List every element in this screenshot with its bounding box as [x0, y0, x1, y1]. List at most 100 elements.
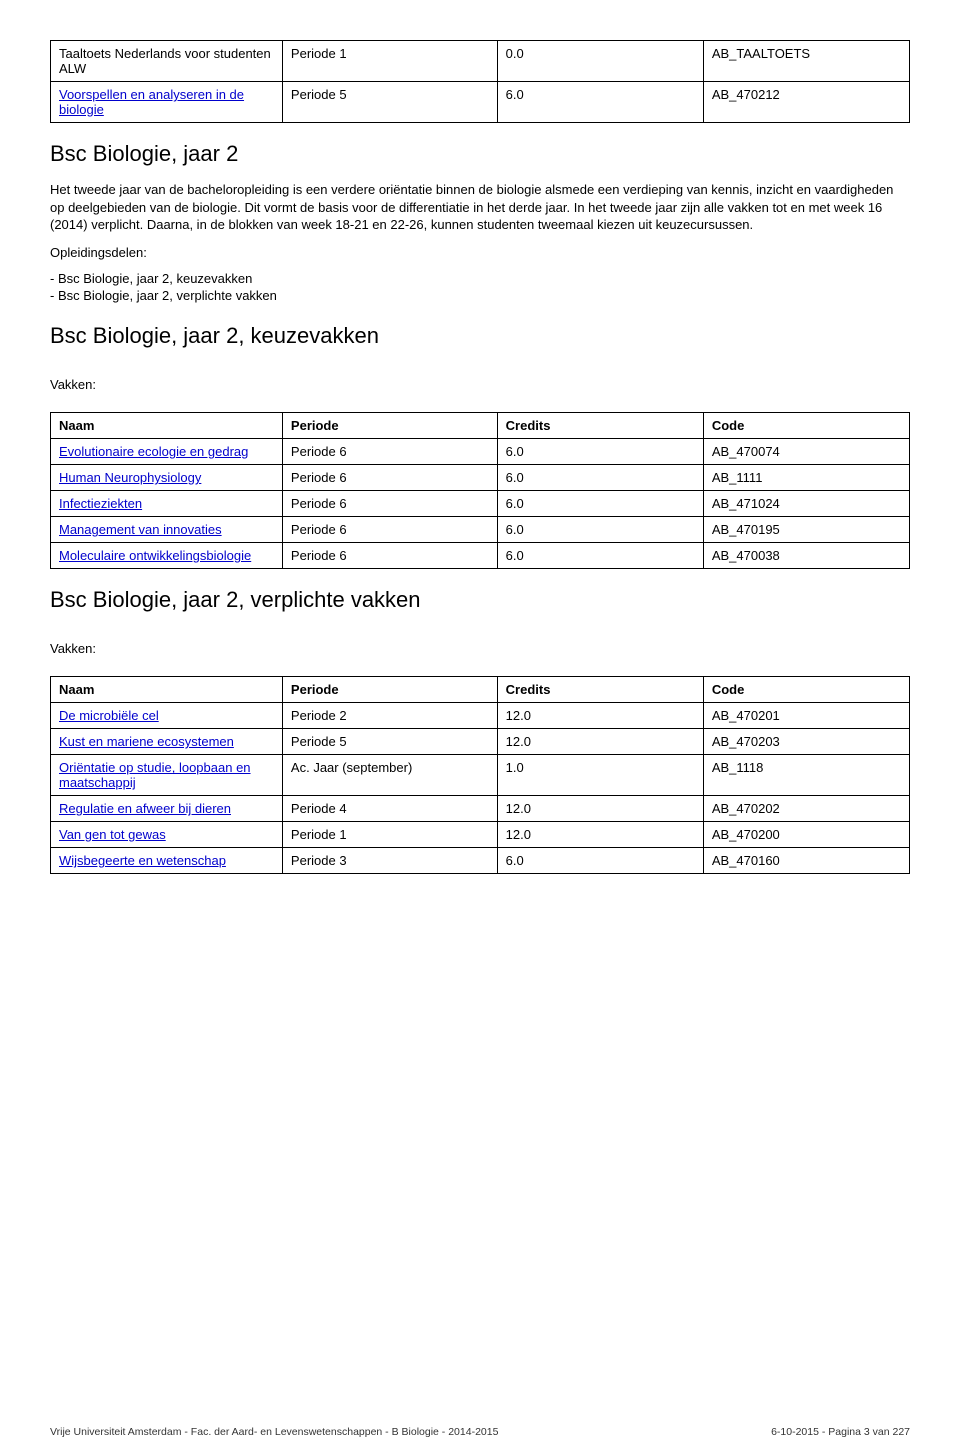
- course-link[interactable]: Management van innovaties: [59, 522, 222, 537]
- table-row: Van gen tot gewas Periode 112.0AB_470200: [51, 822, 910, 848]
- keuzevakken-table: Naam Periode Credits Code Evolutionaire …: [50, 412, 910, 569]
- table-row: De microbiële cel Periode 212.0AB_470201: [51, 703, 910, 729]
- cell-name: Human Neurophysiology: [51, 465, 283, 491]
- opleidingsdelen-label: Opleidingsdelen:: [50, 244, 910, 262]
- cell-name: Taaltoets Nederlands voor studenten ALW: [51, 41, 283, 82]
- course-link[interactable]: Voorspellen en analyseren in de biologie: [59, 87, 244, 117]
- top-table: Taaltoets Nederlands voor studenten ALWP…: [50, 40, 910, 123]
- cell-periode: Periode 6: [282, 491, 497, 517]
- cell-name: Kust en mariene ecosystemen: [51, 729, 283, 755]
- cell-credits: 1.0: [497, 755, 703, 796]
- table-row: Human Neurophysiology Periode 66.0AB_1111: [51, 465, 910, 491]
- cell-periode: Periode 6: [282, 543, 497, 569]
- list-item: Bsc Biologie, jaar 2, verplichte vakken: [50, 288, 910, 303]
- cell-code: AB_1118: [703, 755, 909, 796]
- cell-credits: 6.0: [497, 491, 703, 517]
- course-link[interactable]: Moleculaire ontwikkelingsbiologie: [59, 548, 251, 563]
- table-row: Management van innovaties Periode 66.0AB_…: [51, 517, 910, 543]
- cell-code: AB_1111: [703, 465, 909, 491]
- cell-code: AB_470201: [703, 703, 909, 729]
- cell-name: Oriëntatie op studie, loopbaan en maatsc…: [51, 755, 283, 796]
- opleidingsdelen-list: Bsc Biologie, jaar 2, keuzevakken Bsc Bio…: [50, 271, 910, 303]
- cell-name: Regulatie en afweer bij dieren: [51, 796, 283, 822]
- cell-credits: 12.0: [497, 796, 703, 822]
- cell-credits: 6.0: [497, 82, 703, 123]
- cell-code: AB_470195: [703, 517, 909, 543]
- intro-paragraph: Het tweede jaar van de bacheloropleiding…: [50, 181, 910, 234]
- cell-code: AB_471024: [703, 491, 909, 517]
- list-item: Bsc Biologie, jaar 2, keuzevakken: [50, 271, 910, 286]
- cell-code: AB_470203: [703, 729, 909, 755]
- course-link[interactable]: Evolutionaire ecologie en gedrag: [59, 444, 248, 459]
- cell-periode: Periode 6: [282, 517, 497, 543]
- table-row: Wijsbegeerte en wetenschap Periode 36.0AB…: [51, 848, 910, 874]
- table-row: Infectieziekten Periode 66.0AB_471024: [51, 491, 910, 517]
- course-link[interactable]: De microbiële cel: [59, 708, 159, 723]
- cell-credits: 6.0: [497, 465, 703, 491]
- cell-periode: Periode 6: [282, 465, 497, 491]
- cell-periode: Periode 6: [282, 439, 497, 465]
- vakken-label-2: Vakken:: [50, 641, 910, 656]
- footer-left: Vrije Universiteit Amsterdam - Fac. der …: [50, 1426, 498, 1438]
- table-row: Kust en mariene ecosystemen Periode 512.0…: [51, 729, 910, 755]
- cell-credits: 12.0: [497, 729, 703, 755]
- cell-periode: Periode 2: [282, 703, 497, 729]
- cell-code: AB_470212: [703, 82, 909, 123]
- th-periode: Periode: [282, 677, 497, 703]
- cell-credits: 0.0: [497, 41, 703, 82]
- table-row: Voorspellen en analyseren in de biologie…: [51, 82, 910, 123]
- cell-periode: Periode 4: [282, 796, 497, 822]
- cell-name: Moleculaire ontwikkelingsbiologie: [51, 543, 283, 569]
- cell-periode: Periode 5: [282, 82, 497, 123]
- cell-credits: 12.0: [497, 822, 703, 848]
- course-link[interactable]: Regulatie en afweer bij dieren: [59, 801, 231, 816]
- cell-code: AB_470074: [703, 439, 909, 465]
- cell-code: AB_TAALTOETS: [703, 41, 909, 82]
- cell-name: De microbiële cel: [51, 703, 283, 729]
- cell-name: Voorspellen en analyseren in de biologie: [51, 82, 283, 123]
- th-credits: Credits: [497, 677, 703, 703]
- course-link[interactable]: Wijsbegeerte en wetenschap: [59, 853, 226, 868]
- table-row: Regulatie en afweer bij dieren Periode 41…: [51, 796, 910, 822]
- table-row: Evolutionaire ecologie en gedrag Periode …: [51, 439, 910, 465]
- cell-periode: Periode 5: [282, 729, 497, 755]
- table-row: Oriëntatie op studie, loopbaan en maatsc…: [51, 755, 910, 796]
- cell-code: AB_470202: [703, 796, 909, 822]
- page-footer: Vrije Universiteit Amsterdam - Fac. der …: [50, 1426, 910, 1438]
- cell-code: AB_470200: [703, 822, 909, 848]
- cell-code: AB_470038: [703, 543, 909, 569]
- cell-name: Infectieziekten: [51, 491, 283, 517]
- heading-keuzevakken: Bsc Biologie, jaar 2, keuzevakken: [50, 323, 910, 349]
- cell-code: AB_470160: [703, 848, 909, 874]
- vakken-label-1: Vakken:: [50, 377, 910, 392]
- table-row: Taaltoets Nederlands voor studenten ALWP…: [51, 41, 910, 82]
- cell-periode: Periode 3: [282, 848, 497, 874]
- th-name: Naam: [51, 677, 283, 703]
- cell-name: Van gen tot gewas: [51, 822, 283, 848]
- th-credits: Credits: [497, 413, 703, 439]
- course-link[interactable]: Van gen tot gewas: [59, 827, 166, 842]
- th-code: Code: [703, 413, 909, 439]
- course-link[interactable]: Infectieziekten: [59, 496, 142, 511]
- cell-credits: 6.0: [497, 439, 703, 465]
- footer-right: 6-10-2015 - Pagina 3 van 227: [771, 1426, 910, 1438]
- th-name: Naam: [51, 413, 283, 439]
- cell-name: Wijsbegeerte en wetenschap: [51, 848, 283, 874]
- th-periode: Periode: [282, 413, 497, 439]
- cell-name: Management van innovaties: [51, 517, 283, 543]
- course-link[interactable]: Human Neurophysiology: [59, 470, 201, 485]
- cell-credits: 6.0: [497, 543, 703, 569]
- cell-credits: 6.0: [497, 848, 703, 874]
- verplichte-table: Naam Periode Credits Code De microbiële …: [50, 676, 910, 874]
- cell-periode: Periode 1: [282, 822, 497, 848]
- cell-credits: 6.0: [497, 517, 703, 543]
- heading-jaar2: Bsc Biologie, jaar 2: [50, 141, 910, 167]
- cell-credits: 12.0: [497, 703, 703, 729]
- th-code: Code: [703, 677, 909, 703]
- cell-periode: Periode 1: [282, 41, 497, 82]
- course-link[interactable]: Oriëntatie op studie, loopbaan en maatsc…: [59, 760, 251, 790]
- cell-name: Evolutionaire ecologie en gedrag: [51, 439, 283, 465]
- heading-verplichte: Bsc Biologie, jaar 2, verplichte vakken: [50, 587, 910, 613]
- cell-periode: Ac. Jaar (september): [282, 755, 497, 796]
- course-link[interactable]: Kust en mariene ecosystemen: [59, 734, 234, 749]
